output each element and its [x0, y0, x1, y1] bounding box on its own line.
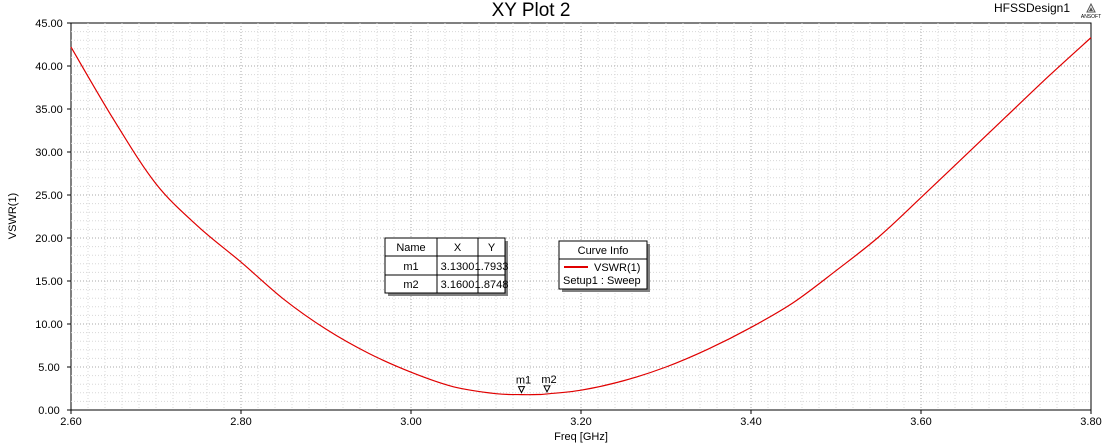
- marker-m2-triangle[interactable]: [543, 385, 551, 393]
- series-layer: [70, 37, 1092, 396]
- marker-table-cell: 3.1300: [441, 261, 475, 273]
- y-tick-label: 30.00: [35, 147, 63, 159]
- series-line-vswr: [70, 37, 1092, 396]
- marker-table-cell: 1.8748: [475, 279, 509, 291]
- marker-m1-label: m1: [516, 375, 531, 387]
- axis-ticks: 2.60 2.80 3.00 3.20 3.40 3.60 3.80 0.00 5.00 10.0…: [35, 18, 1101, 428]
- legend-title: Curve Info: [578, 245, 629, 257]
- marker-table-cell: 3.1600: [441, 279, 475, 291]
- design-name: HFSSDesign1: [994, 1, 1070, 15]
- y-tick-label: 0.00: [38, 405, 59, 417]
- legend-entry-sub: Setup1 : Sweep: [563, 275, 641, 287]
- marker-m1-triangle[interactable]: [517, 386, 526, 394]
- ansoft-logo-text: ANSOFT: [1081, 14, 1101, 20]
- x-axis-label: Freq [GHz]: [554, 431, 608, 443]
- plot-area: [70, 22, 1092, 411]
- y-tick-label: 10.00: [35, 319, 63, 331]
- x-tick-label: 3.80: [1080, 416, 1101, 428]
- marker-table-header-name: Name: [396, 242, 425, 254]
- y-axis-label: VSWR(1): [7, 193, 19, 239]
- legend-entry-label: VSWR(1): [594, 262, 640, 274]
- x-tick-label: 3.00: [400, 416, 421, 428]
- marker-table[interactable]: Name X Y m1 3.1300 1.7933 m2 3.1600 1.87…: [384, 237, 509, 296]
- marker-table-header-x: X: [454, 242, 462, 254]
- marker-table-cell: 1.7933: [475, 261, 509, 273]
- y-tick-label: 15.00: [35, 276, 63, 288]
- y-tick-label: 35.00: [35, 104, 63, 116]
- y-tick-label: 20.00: [35, 233, 63, 245]
- marker-table-cell: m2: [403, 279, 418, 291]
- x-tick-label: 3.60: [910, 416, 931, 428]
- x-tick-label: 2.60: [60, 416, 81, 428]
- ansoft-logo: ANSOFT: [1081, 2, 1101, 20]
- marker-table-header-y: Y: [488, 242, 496, 254]
- y-tick-label: 5.00: [38, 362, 59, 374]
- curve-info-legend[interactable]: Curve Info VSWR(1) Setup1 : Sweep: [558, 240, 650, 292]
- x-tick-label: 3.40: [740, 416, 761, 428]
- x-tick-label: 2.80: [230, 416, 251, 428]
- marker-m2-label: m2: [541, 374, 556, 386]
- marker-table-cell: m1: [403, 261, 418, 273]
- marker-layer: m1 m2: [516, 374, 557, 394]
- chart-title: XY Plot 2: [492, 0, 571, 21]
- y-tick-label: 25.00: [35, 190, 63, 202]
- y-tick-label: 40.00: [35, 61, 63, 73]
- y-tick-label: 45.00: [35, 18, 63, 30]
- x-tick-label: 3.20: [570, 416, 591, 428]
